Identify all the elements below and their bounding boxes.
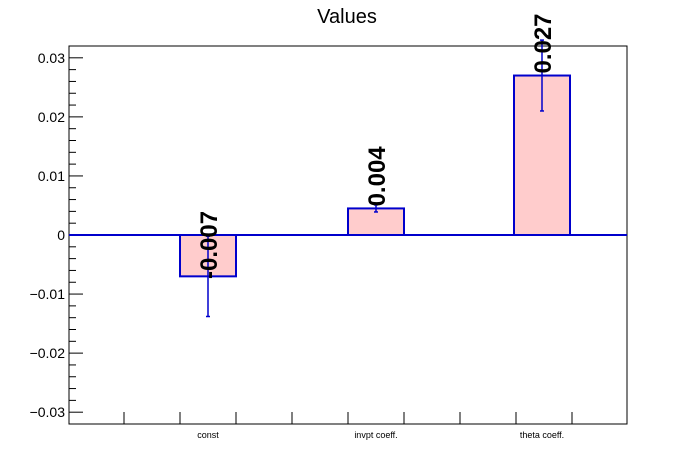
bar-value-label: -0.007 xyxy=(196,211,223,279)
chart-title: Values xyxy=(317,6,377,28)
bars-group xyxy=(69,39,627,318)
y-tick-label: −0.02 xyxy=(30,345,66,361)
y-axis: −0.03 −0.02 −0.01 0 0.01 0.02 0.03 xyxy=(30,45,83,425)
y-tick-label: 0.01 xyxy=(38,168,65,184)
x-axis: const invpt coeff. theta coeff. xyxy=(123,412,573,440)
bar-value-label: 0.027 xyxy=(530,13,557,73)
y-tick-label: 0 xyxy=(57,227,65,243)
bar-value-label: 0.004 xyxy=(364,146,391,207)
y-tick-label: −0.01 xyxy=(30,286,66,302)
x-category-label: theta coeff. xyxy=(520,430,564,440)
y-tick-label: 0.03 xyxy=(38,50,65,66)
y-tick-label: 0.02 xyxy=(38,109,65,125)
bar-labels-group: -0.007 0.004 0.027 xyxy=(196,13,557,279)
x-category-label: invpt coeff. xyxy=(354,430,397,440)
x-category-label: const xyxy=(197,430,219,440)
y-tick-label: −0.03 xyxy=(30,404,66,420)
